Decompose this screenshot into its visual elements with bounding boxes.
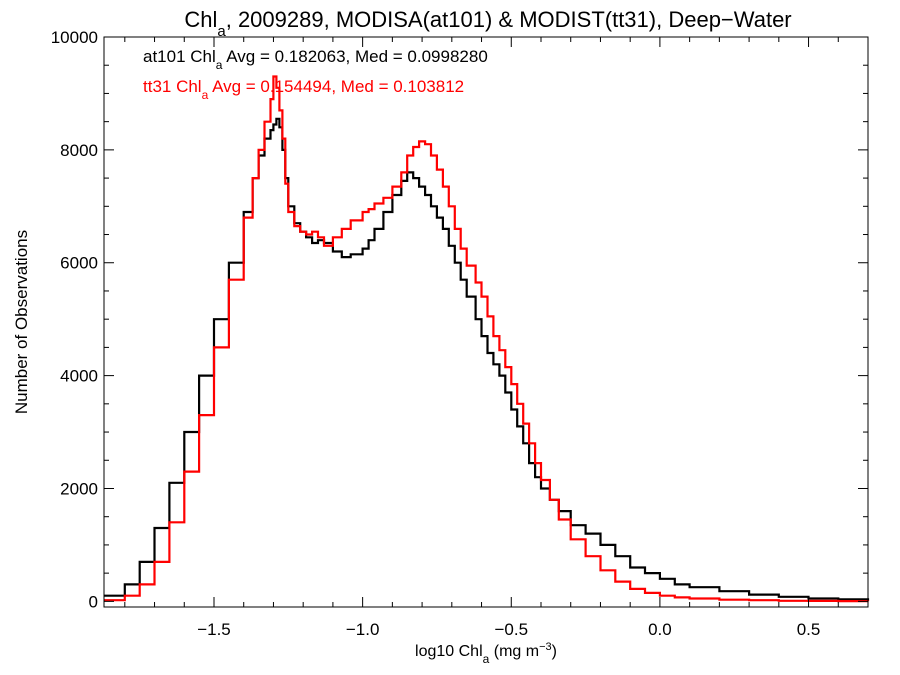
- x-axis-label: log10 Chla (mg m−3): [415, 641, 557, 666]
- y-tick-label: 6000: [60, 254, 98, 273]
- x-tick-label: −1.0: [346, 620, 380, 639]
- stats-annotation: tt31 Chla Avg = 0.154494, Med = 0.103812: [143, 77, 464, 102]
- stats-annotation: at101 Chla Avg = 0.182063, Med = 0.09982…: [143, 47, 488, 72]
- y-tick-label: 2000: [60, 479, 98, 498]
- x-tick-label: −1.5: [197, 620, 231, 639]
- y-tick-label: 8000: [60, 141, 98, 160]
- series-line-at101: [104, 117, 870, 601]
- x-tick-label: 0.0: [648, 620, 672, 639]
- chart-title: Chla, 2009289, MODISA(at101) & MODIST(tt…: [184, 7, 791, 40]
- x-tick-label: −0.5: [494, 620, 528, 639]
- y-tick-label: 4000: [60, 367, 98, 386]
- x-tick-label: 0.5: [797, 620, 821, 639]
- y-axis-label: Number of Observations: [12, 230, 31, 414]
- stats-annotations: at101 Chla Avg = 0.182063, Med = 0.09982…: [143, 47, 488, 102]
- y-tick-label: 0: [89, 592, 98, 611]
- plot-frame: [103, 36, 869, 608]
- series-line-tt31: [104, 75, 870, 603]
- y-tick-label: 10000: [51, 28, 98, 47]
- plot-area: −1.5 −1.0 −0.5 0.0 0.5 0 2000 4000 6000 8000 10000: [51, 28, 870, 639]
